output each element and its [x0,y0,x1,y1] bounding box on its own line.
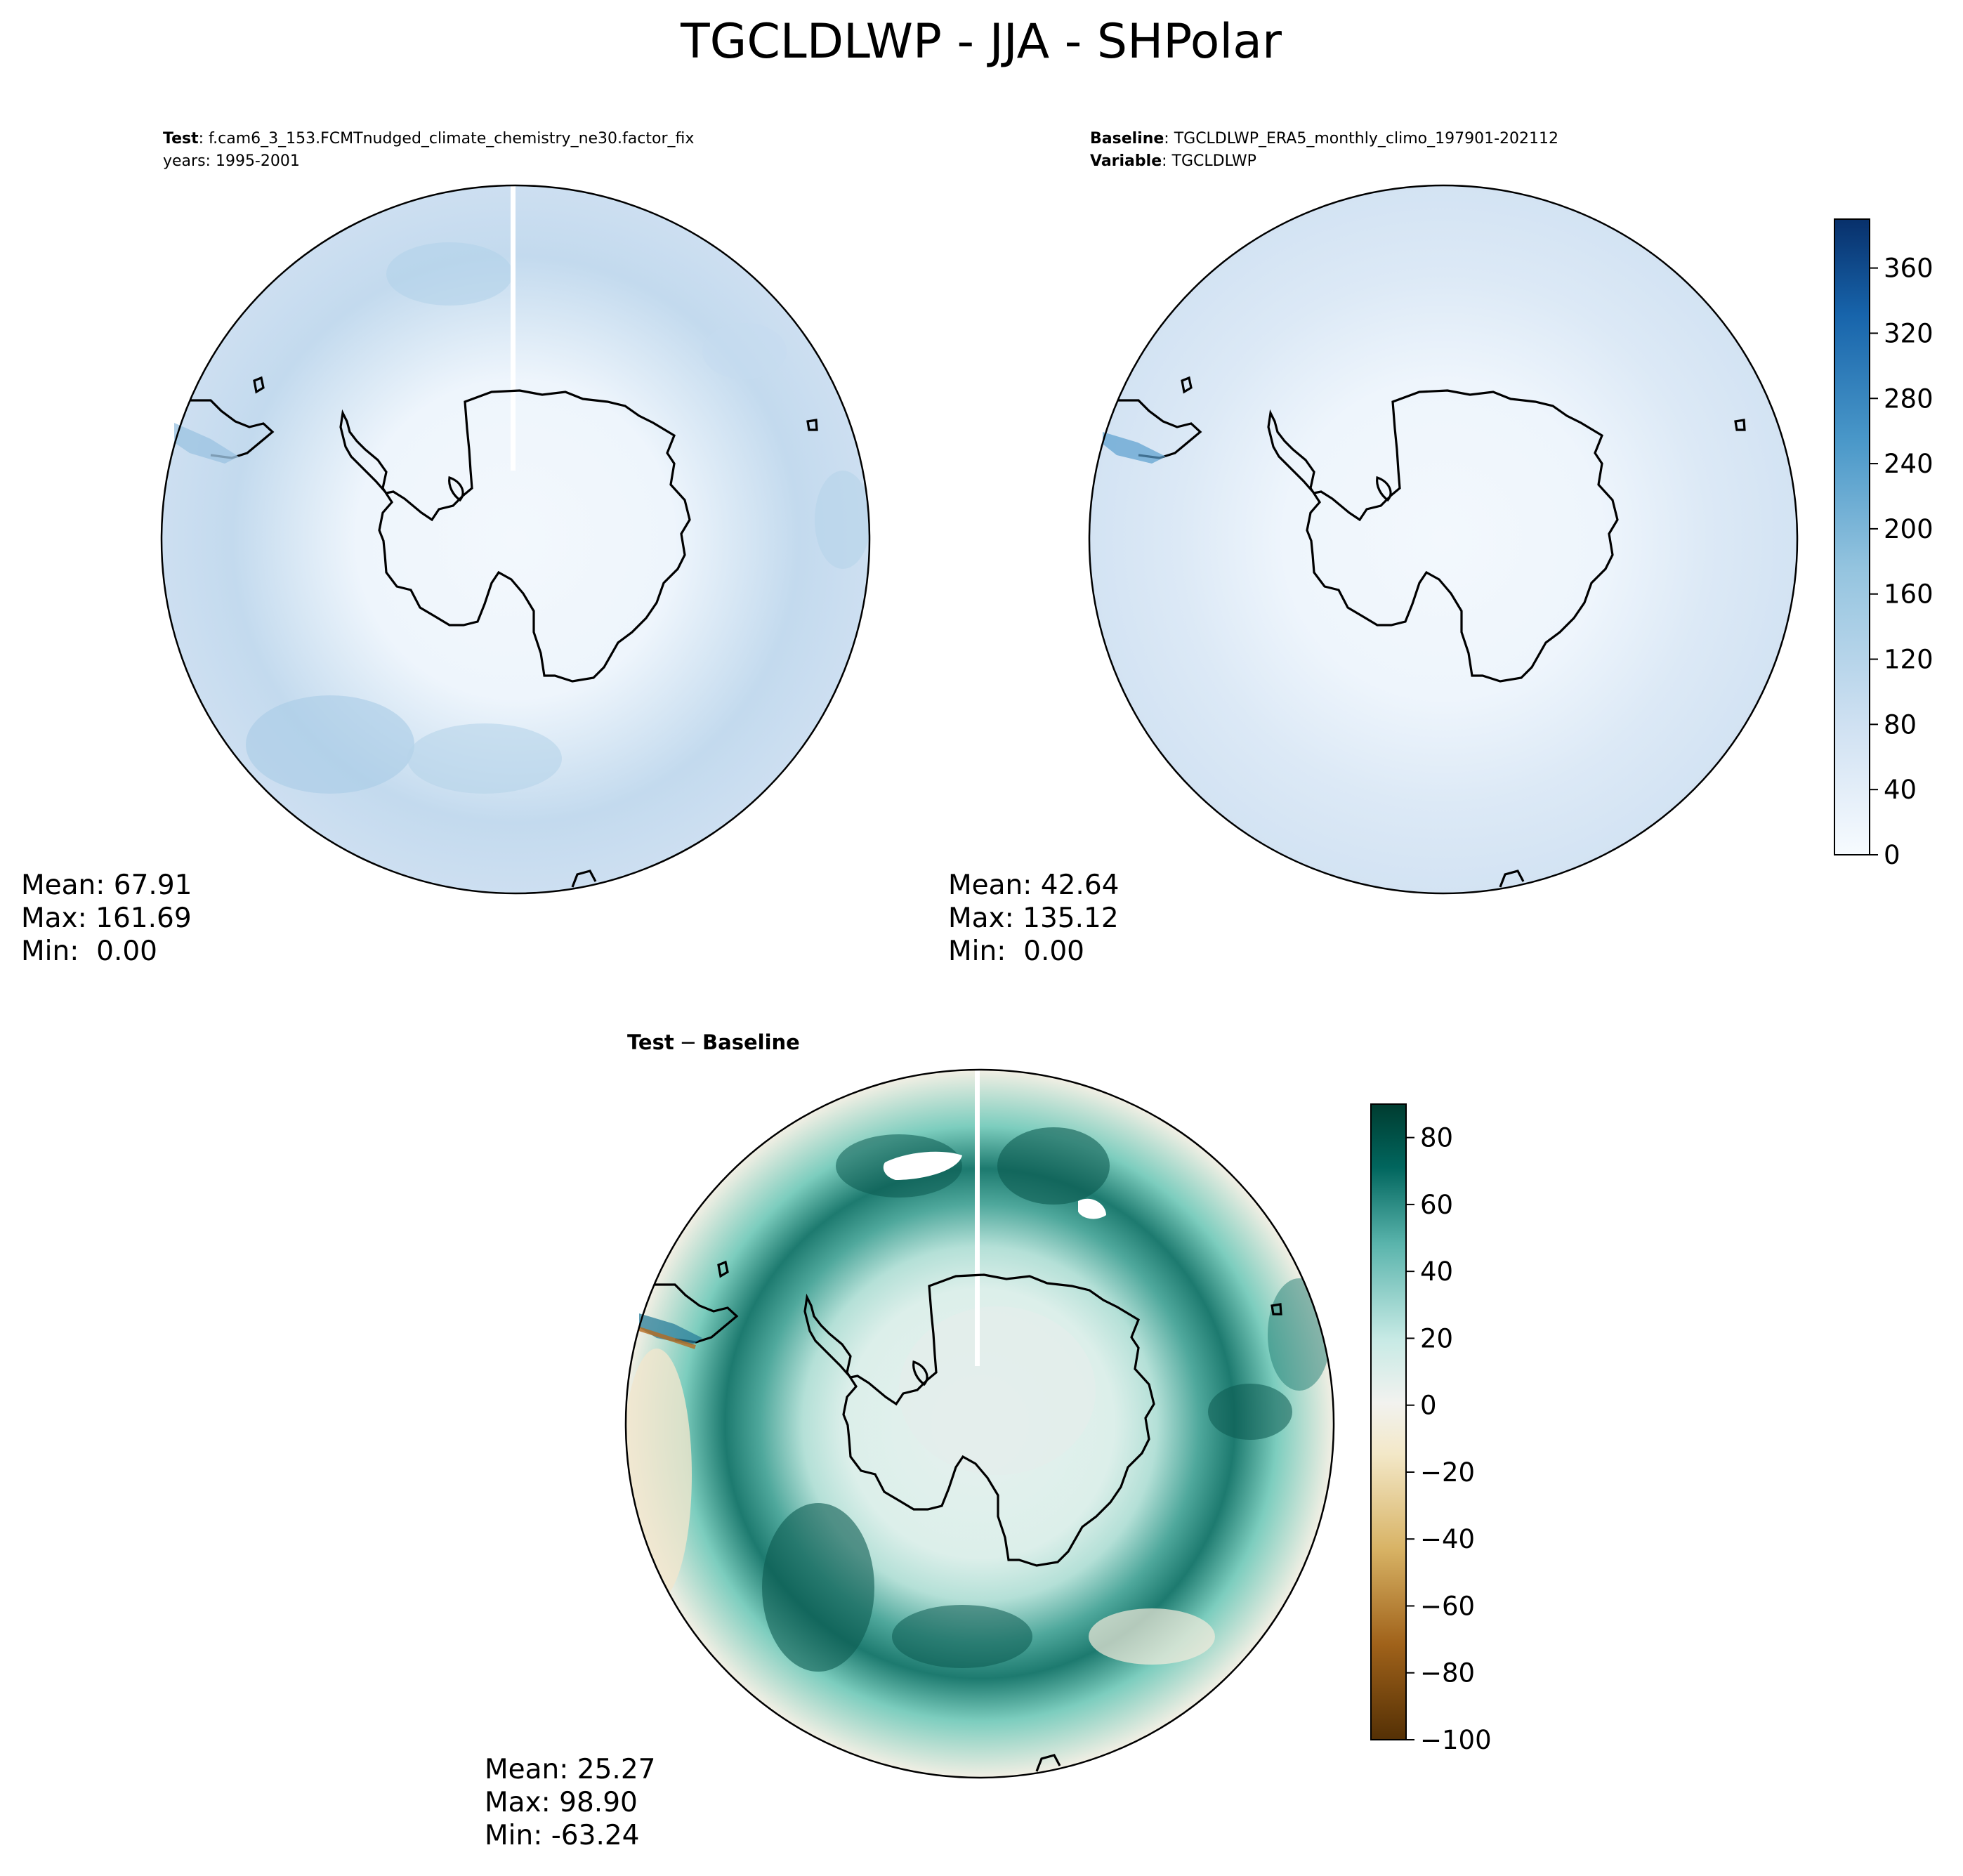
test-coastal-patch [174,423,239,464]
diff-header: Test − Baseline [627,1030,800,1054]
diff-colorbar-tick-label: 60 [1420,1190,1453,1220]
baseline-peninsula-inlet [1376,475,1392,502]
test-peninsula-inlet [448,475,464,502]
diff-colorbar-fill [1371,1104,1406,1740]
diff-missing-patch-1 [883,1151,962,1180]
diff-stat-max: Max: 98.90 [485,1787,638,1818]
test-stat-max: Max: 161.69 [21,903,192,934]
diff-coastline [654,1260,1282,1772]
baseline-variable-key: Variable [1090,152,1162,170]
test-south-america-coast [190,399,275,459]
baseline-header-key: Baseline [1090,130,1164,147]
diff-stat-min: Min: -63.24 [485,1820,639,1851]
diff-header-baseline: Baseline [702,1030,800,1054]
baseline-panel: Baseline: TGCLDLWP_ERA5_monthly_climo_19… [948,130,1799,967]
diff-africa-tip [1035,1754,1061,1772]
diff-antarctica-outline [803,1273,1155,1567]
diff-colorbar-tick-label: 80 [1420,1123,1453,1153]
baseline-coastal-patch [1103,432,1166,464]
baseline-header-line-1: Baseline: TGCLDLWP_ERA5_monthly_climo_19… [1090,130,1558,147]
test-header-line-2: years: 1995-2001 [163,152,300,170]
abs-colorbar-tick-label: 120 [1884,645,1934,675]
diff-header-operator: − [680,1030,697,1054]
test-header-case: : f.cam6_3_153.FCMTnudged_climate_chemis… [199,130,695,147]
baseline-stat-min: Min: 0.00 [948,936,1084,967]
abs-colorbar-tick-label: 80 [1884,709,1917,740]
diff-map [626,1070,1334,1778]
baseline-south-america-coast [1117,399,1202,459]
diff-island-east [1271,1303,1282,1316]
diff-island-small [717,1260,729,1278]
diff-colorbar-tick-label: −100 [1420,1725,1492,1755]
test-map-boundary [160,184,871,895]
test-island-east [806,419,818,431]
abs-colorbar-tick-label: 40 [1884,775,1917,805]
diff-seam-line [975,1070,980,1366]
abs-colorbar-frame [1834,218,1870,855]
baseline-header-line-2: Variable: TGCLDLWP [1090,152,1256,170]
diff-colorbar-tick-label: −80 [1420,1658,1475,1688]
diff-south-america-coast [654,1283,739,1344]
abs-colorbar-fill [1834,219,1870,855]
abs-colorbar-ticks: 0 40 80 120 160 200 240 280 320 360 [1870,254,1934,870]
diff-missing-patch-2 [1078,1198,1106,1219]
baseline-antarctica-outline [1267,389,1619,683]
baseline-coastline [1117,376,1746,888]
diff-colorbar-tick-label: −20 [1420,1457,1475,1488]
diff-colorbar-tick-label: −60 [1420,1591,1475,1621]
baseline-island-small [1181,376,1193,394]
diff-peninsula-inlet [912,1360,928,1386]
test-panel: Test: f.cam6_3_153.FCMTnudged_climate_ch… [21,130,871,967]
diff-coastal-patch [639,1313,702,1345]
test-cloud-band [246,695,414,794]
diff-colorbar-frame [1370,1103,1407,1740]
test-coastline [190,376,818,888]
figure-title: TGCLDLWP - JJA - SHPolar [680,14,1282,70]
abs-colorbar-tick-label: 160 [1884,579,1934,610]
abs-colorbar: 0 40 80 120 160 200 240 280 320 360 [1834,218,1934,870]
test-stat-min: Min: 0.00 [21,936,157,967]
baseline-africa-tip [1499,870,1525,888]
diff-colorbar-ticks: −100 −80 −60 −40 −20 0 20 40 60 80 [1406,1123,1492,1755]
test-seam-line [511,185,516,471]
test-header-key: Test [163,130,199,147]
diff-colorbar-tick-label: 20 [1420,1323,1453,1353]
test-stat-mean: Mean: 67.91 [21,870,192,901]
baseline-stat-mean: Mean: 42.64 [948,870,1119,901]
diff-stat-mean: Mean: 25.27 [485,1754,655,1785]
baseline-map [1089,185,1797,893]
abs-colorbar-tick-label: 320 [1884,318,1934,348]
diff-colorbar-tick-label: −40 [1420,1524,1475,1554]
diff-map-boundary [624,1068,1335,1779]
diff-colorbar-tick-label: 40 [1420,1257,1453,1287]
diff-header-test: Test [627,1030,674,1054]
baseline-header-case: : TGCLDLWP_ERA5_monthly_climo_197901-202… [1164,130,1558,147]
abs-colorbar-tick-label: 200 [1884,514,1934,544]
baseline-island-east [1734,419,1746,431]
baseline-stat-max: Max: 135.12 [948,903,1119,934]
abs-colorbar-tick-label: 280 [1884,383,1934,414]
baseline-map-boundary [1088,184,1799,895]
diff-panel: Test − Baseline [485,1030,1335,1851]
test-africa-tip [571,870,597,888]
test-island-small [253,376,265,394]
diff-low-region-west [626,1349,692,1601]
test-map [162,185,869,893]
abs-colorbar-tick-label: 240 [1884,449,1934,479]
diff-colorbar-tick-label: 0 [1420,1391,1437,1421]
test-header-line-1: Test: f.cam6_3_153.FCMTnudged_climate_ch… [163,130,694,147]
abs-colorbar-tick-label: 0 [1884,840,1900,870]
baseline-variable-name: : TGCLDLWP [1162,152,1256,170]
diff-colorbar: −100 −80 −60 −40 −20 0 20 40 60 80 [1370,1103,1492,1755]
diff-high-region-sw [762,1503,874,1672]
test-antarctica-outline [339,389,691,683]
abs-colorbar-tick-label: 360 [1884,254,1934,284]
